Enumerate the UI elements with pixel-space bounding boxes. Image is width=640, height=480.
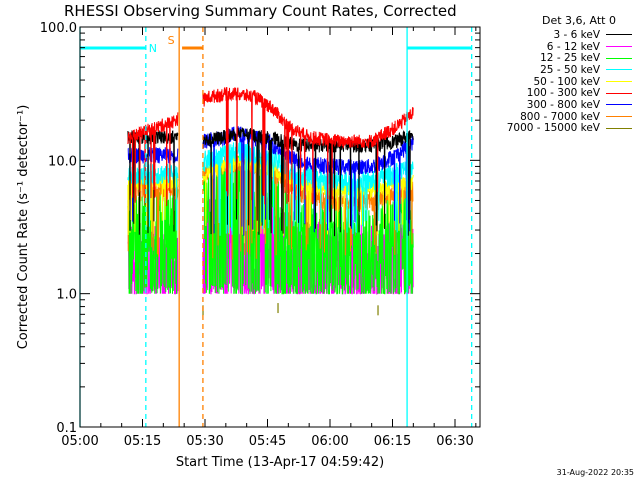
legend-label: 25 - 50 keV [540,63,600,76]
series-trace [202,154,414,295]
legend-entry: 12 - 25 keV [482,52,632,64]
legend-label: 300 - 800 keV [526,98,600,111]
series-traces [127,87,414,316]
y-axis-label: Corrected Count Rate (s⁻¹ detector⁻¹) [16,105,31,350]
legend-swatch [606,46,632,48]
interval-label: N [149,42,157,55]
legend-entry: 3 - 6 keV [482,29,632,41]
legend-label: 50 - 100 keV [533,75,600,88]
legend-entry: 25 - 50 keV [482,64,632,76]
legend-entry: 6 - 12 keV [482,41,632,53]
timestamp-footer: 31-Aug-2022 20:35 [556,468,634,477]
x-tick-label: 05:00 [61,434,98,449]
y-tick-label: 10.0 [48,154,77,169]
legend-label: 100 - 300 keV [526,87,600,100]
axes: 05:00 05:15 05:30 05:45 06:00 06:15 06:30 0.1 1.… [40,21,480,449]
legend-entry: 7000 - 15000 keV [482,122,632,135]
legend-label: 800 - 7000 keV [520,110,600,123]
series-trace [127,112,179,207]
legend-entry: 300 - 800 keV [482,99,632,111]
y-tick-label: 100.0 [40,21,77,36]
x-tick-label: 06:15 [374,434,411,449]
y-tick-label: 0.1 [56,421,77,436]
legend-swatch [606,81,632,83]
data-point [277,303,279,314]
overlay-lines: NS [79,27,473,427]
legend-swatch [606,57,632,59]
legend-entry: 50 - 100 keV [482,76,632,88]
legend-header: Det 3,6, Att 0 [542,14,616,27]
legend-label: 3 - 6 keV [553,28,600,41]
x-tick-label: 05:45 [249,434,286,449]
chart-title: RHESSI Observing Summary Count Rates, Co… [64,2,457,20]
x-tick-label: 06:30 [436,434,473,449]
plot-frame [79,26,481,428]
legend-label: 7000 - 15000 keV [506,122,600,135]
legend: 3 - 6 keV 6 - 12 keV 12 - 25 keV 25 - 50 ke… [482,29,632,134]
legend-swatch [606,116,632,118]
legend-label: 12 - 25 keV [540,52,600,65]
interval-label: S [168,34,175,47]
legend-swatch [606,34,632,36]
legend-swatch [606,127,632,129]
legend-entry: 800 - 7000 keV [482,111,632,123]
series-trace [202,87,414,205]
data-point [377,305,379,316]
x-tick-label: 06:00 [311,434,348,449]
legend-swatch [606,104,632,106]
y-tick-label: 1.0 [56,288,77,303]
x-tick-label: 05:30 [186,434,223,449]
x-tick-label: 05:15 [124,434,161,449]
legend-swatch [606,92,632,94]
x-axis-label: Start Time (13-Apr-17 04:59:42) [176,455,384,470]
legend-swatch [606,69,632,71]
legend-label: 6 - 12 keV [546,40,600,53]
legend-entry: 100 - 300 keV [482,87,632,99]
